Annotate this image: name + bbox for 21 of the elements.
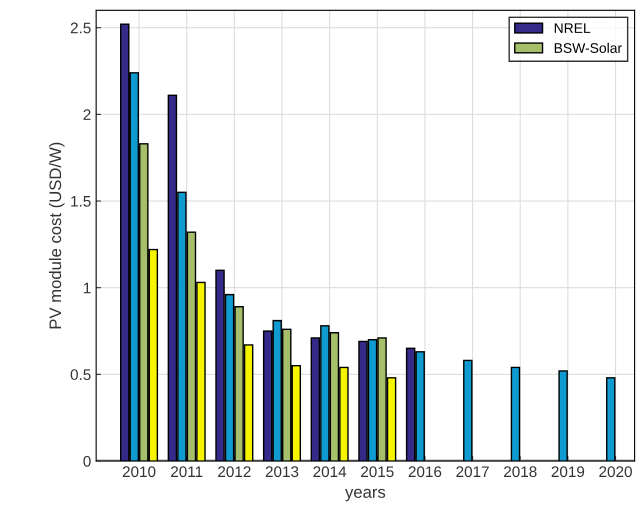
x-tick-label: 2010	[122, 466, 156, 478]
x-tick-label: 2012	[218, 466, 251, 478]
y-tick-label: 0.5	[70, 369, 91, 380]
x-tick-label: 2020	[599, 466, 632, 478]
legend-label: BSW-Solar	[554, 42, 622, 53]
x-tick-label: 2019	[552, 466, 584, 478]
x-axis-title: years	[345, 488, 386, 502]
y-tick-label: 2	[84, 109, 91, 120]
x-tick-label: 2016	[408, 466, 442, 478]
y-tick-label: 1.5	[71, 196, 91, 207]
x-tick-label: 2013	[266, 466, 298, 478]
x-tick-label: 2015	[361, 466, 394, 478]
legend-label: NREL	[554, 23, 590, 33]
y-axis-title: PV module cost (USD/W)	[48, 142, 64, 328]
x-tick-label: 2011	[171, 466, 202, 478]
x-tick-label: 2014	[313, 466, 346, 478]
x-tick-label: 2017	[456, 466, 489, 478]
y-tick-label: 2.5	[70, 22, 91, 34]
y-tick-label: 1	[84, 282, 91, 294]
x-tick-label: 2018	[504, 466, 537, 478]
y-tick-label: 0	[83, 456, 91, 467]
